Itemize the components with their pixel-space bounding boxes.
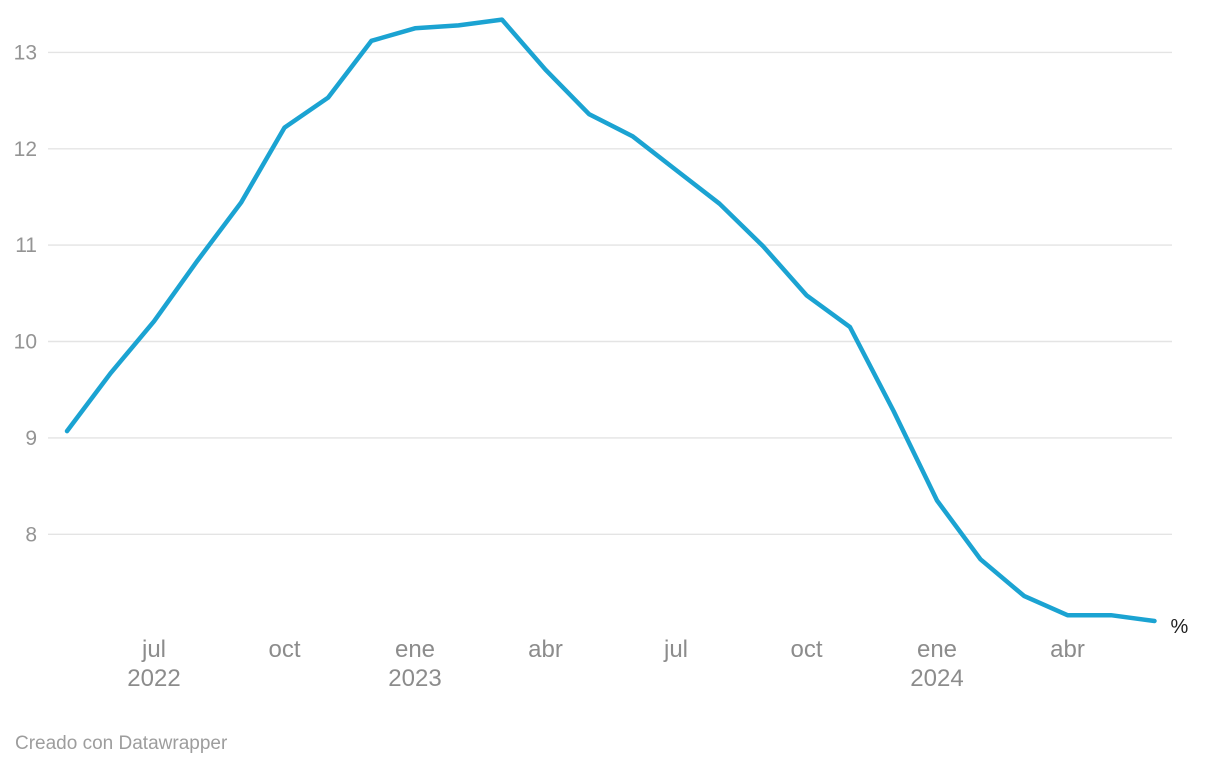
series-line bbox=[64, 17, 1157, 624]
y-axis-labels: 13 12 11 10 9 8 bbox=[14, 41, 37, 546]
x-axis-tick-year: 2022 bbox=[127, 665, 180, 692]
y-axis-tick-label: 9 bbox=[25, 427, 37, 450]
x-axis-tick-month: oct bbox=[268, 636, 300, 663]
x-axis-tick-month: oct bbox=[790, 636, 822, 663]
x-axis-tick-month: jul bbox=[663, 636, 688, 663]
x-axis-tick-month: ene bbox=[917, 636, 957, 663]
series-unit-label: % bbox=[1171, 616, 1189, 638]
datawrapper-attribution-link[interactable]: Creado con Datawrapper bbox=[15, 733, 228, 754]
x-axis-tick-month: jul bbox=[141, 636, 166, 663]
x-axis-tick-year: 2024 bbox=[910, 665, 963, 692]
x-axis-tick-year: 2023 bbox=[388, 665, 441, 692]
x-axis-tick-month: ene bbox=[395, 636, 435, 663]
gridlines bbox=[48, 51, 1172, 535]
y-axis-tick-label: 8 bbox=[25, 523, 37, 546]
x-axis-tick-month: abr bbox=[1050, 636, 1085, 663]
y-axis-tick-label: 12 bbox=[14, 138, 37, 161]
x-axis-tick-month: abr bbox=[528, 636, 563, 663]
y-axis-tick-label: 13 bbox=[14, 41, 37, 64]
y-axis-tick-label: 10 bbox=[14, 331, 37, 354]
y-axis-tick-label: 11 bbox=[15, 234, 37, 257]
footer: Creado con Datawrapper bbox=[15, 733, 227, 755]
